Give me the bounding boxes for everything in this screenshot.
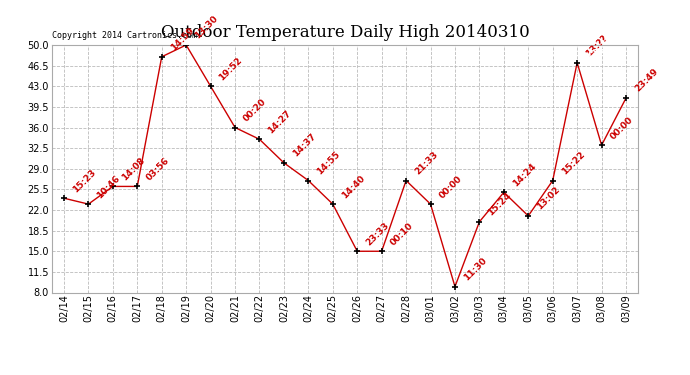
- Text: 11:30: 11:30: [462, 256, 489, 282]
- Text: 00:20: 00:20: [242, 97, 268, 123]
- Text: 03:56: 03:56: [144, 156, 170, 182]
- Text: 23:49: 23:49: [633, 67, 660, 94]
- Text: 15:23: 15:23: [71, 168, 97, 194]
- Text: 23:33: 23:33: [364, 220, 391, 247]
- Text: 14:08: 14:08: [120, 156, 146, 182]
- Text: 19:52: 19:52: [217, 56, 244, 82]
- Text: 13:02: 13:02: [535, 185, 562, 212]
- Text: 15:22: 15:22: [560, 150, 586, 176]
- Text: 13:??: 13:??: [584, 33, 609, 58]
- Text: Copyright 2014 Cartronics.com: Copyright 2014 Cartronics.com: [52, 31, 197, 40]
- Title: Outdoor Temperature Daily High 20140310: Outdoor Temperature Daily High 20140310: [161, 24, 529, 41]
- Text: 14:55: 14:55: [315, 150, 342, 176]
- Text: 00:10: 00:10: [388, 221, 415, 247]
- Text: 14:40: 14:40: [339, 173, 366, 200]
- Text: 14:27: 14:27: [266, 108, 293, 135]
- Text: 14:59: 14:59: [168, 26, 195, 53]
- Text: 00:00: 00:00: [437, 174, 464, 200]
- Text: 14:24: 14:24: [511, 161, 538, 188]
- Text: 00:00: 00:00: [609, 115, 635, 141]
- Text: 10:46: 10:46: [95, 173, 122, 200]
- Text: 21:33: 21:33: [413, 150, 440, 176]
- Text: 13:30: 13:30: [193, 14, 219, 41]
- Text: 14:37: 14:37: [291, 132, 317, 159]
- Text: 15:24: 15:24: [486, 191, 513, 217]
